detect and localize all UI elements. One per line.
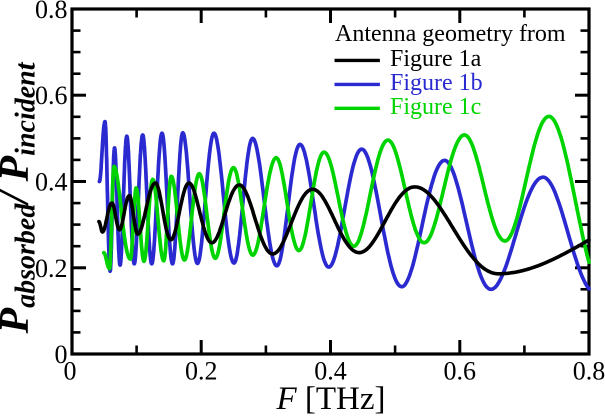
svg-text:0.6: 0.6: [444, 357, 477, 386]
svg-text:Figure 1c: Figure 1c: [390, 94, 481, 120]
svg-text:Figure 1a: Figure 1a: [390, 46, 482, 72]
svg-text:0.2: 0.2: [185, 357, 218, 386]
svg-text:0.4: 0.4: [314, 357, 347, 386]
svg-text:0.8: 0.8: [35, 0, 68, 24]
svg-text:0.4: 0.4: [35, 168, 68, 197]
svg-text:Antenna geometry from: Antenna geometry from: [335, 21, 566, 47]
svg-text:Figure 1b: Figure 1b: [390, 70, 483, 96]
svg-text:0: 0: [64, 357, 77, 386]
svg-text:0.8: 0.8: [573, 357, 605, 386]
svg-text:0.2: 0.2: [35, 254, 68, 283]
svg-text:F [THz]: F [THz]: [275, 381, 385, 417]
svg-text:0.6: 0.6: [35, 81, 68, 110]
svg-text:0: 0: [55, 340, 68, 369]
